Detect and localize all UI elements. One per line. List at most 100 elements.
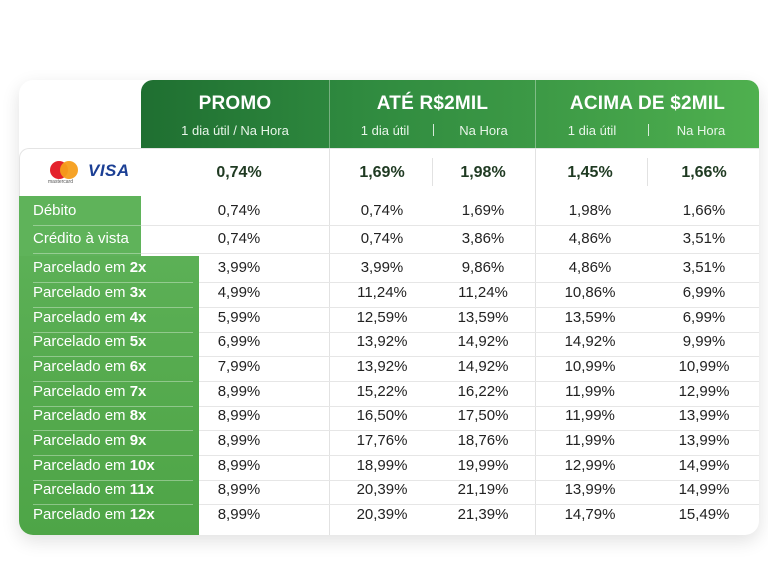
rate-cell: 8,99% xyxy=(217,383,261,400)
rate-cell: 11,99% xyxy=(565,407,615,424)
table-row: Parcelado em 7x 8,99% 15,22% 16,22% 11,99% 12… xyxy=(19,380,759,407)
top-rate-acima-nahora: 1,66% xyxy=(681,164,727,181)
row-label: Parcelado em 12x xyxy=(33,506,155,523)
visa-logo-icon: VISA xyxy=(88,161,130,180)
rate-cell: 20,39% xyxy=(356,481,408,498)
rate-cell: 17,50% xyxy=(457,407,509,424)
rate-cell: 18,76% xyxy=(457,432,509,449)
row-divider xyxy=(199,406,759,407)
rate-cell: 11,24% xyxy=(357,284,407,301)
rate-cell: 6,99% xyxy=(682,284,726,301)
row-divider xyxy=(141,225,759,226)
rate-cell: 11,99% xyxy=(565,383,615,400)
label-divider xyxy=(33,480,193,481)
table-row: Parcelado em 10x 8,99% 18,99% 19,99% 12,99% 1… xyxy=(19,454,759,481)
top-rate-ate-nahora: 1,98% xyxy=(460,164,506,181)
table-row: Parcelado em 8x 8,99% 16,50% 17,50% 11,99% 13… xyxy=(19,404,759,431)
rate-cell: 13,99% xyxy=(678,407,730,424)
row-label-text: Parcelado em xyxy=(33,457,130,474)
header-subdivider xyxy=(433,124,434,136)
rate-cell: 9,86% xyxy=(461,259,505,276)
header-divider xyxy=(329,80,330,148)
row-label: Débito xyxy=(33,202,76,219)
row-label-installments: 6x xyxy=(129,358,147,375)
row-label: Parcelado em 7x xyxy=(33,383,146,400)
table-row: Parcelado em 3x 4,99% 11,24% 11,24% 10,86% 6,… xyxy=(19,281,759,308)
row-label: Parcelado em 9x xyxy=(33,432,146,449)
row-label: Parcelado em 2x xyxy=(33,259,146,276)
header-sub-promo: 1 dia útil / Na Hora xyxy=(181,123,289,138)
label-divider xyxy=(33,455,193,456)
top-rate-promo: 0,74% xyxy=(216,164,262,181)
rate-cell: 14,92% xyxy=(457,358,509,375)
rate-cell: 12,99% xyxy=(564,457,616,474)
header-subdivider xyxy=(648,124,649,136)
rate-cell: 13,59% xyxy=(564,309,616,326)
row-label-text: Parcelado em xyxy=(33,259,130,276)
rate-cell: 4,99% xyxy=(217,284,261,301)
row-label-installments: 4x xyxy=(129,309,147,326)
label-divider xyxy=(33,225,141,226)
row-label: Parcelado em 10x xyxy=(33,457,155,474)
rate-cell: 20,39% xyxy=(356,506,408,523)
rate-cell: 19,99% xyxy=(457,457,509,474)
row-label-text: Débito xyxy=(33,202,77,219)
row-divider xyxy=(199,504,759,505)
rate-cell: 4,86% xyxy=(568,230,612,247)
rate-cell: 8,99% xyxy=(217,457,261,474)
rate-cell: 8,99% xyxy=(217,506,261,523)
rate-cell: 13,92% xyxy=(356,333,408,350)
row-divider xyxy=(199,332,759,333)
rate-cell: 11,24% xyxy=(458,284,508,301)
rate-cell: 7,99% xyxy=(217,358,261,375)
label-column-top xyxy=(19,196,141,256)
card-brands: mastercard VISA xyxy=(19,148,142,197)
header-sub-acima-nahora: Na Hora xyxy=(676,123,726,138)
rate-cell: 21,39% xyxy=(457,506,509,523)
table-row: Débito 0,74% 0,74% 1,69% 1,98% 1,66% xyxy=(19,199,759,226)
header-col-acima-2mil: ACIMA DE $2MIL 1 dia útil Na Hora xyxy=(536,80,759,148)
rate-cell: 21,19% xyxy=(457,481,509,498)
rate-cell: 16,50% xyxy=(356,407,408,424)
rate-cell: 14,99% xyxy=(678,481,730,498)
table-row: Parcelado em 6x 7,99% 13,92% 14,92% 10,99% 10… xyxy=(19,355,759,382)
row-label-text: Parcelado em xyxy=(33,432,130,449)
row-label-text: Parcelado em xyxy=(33,481,130,498)
header-col-ate-2mil: ATÉ R$2MIL 1 dia útil Na Hora xyxy=(330,80,535,148)
rate-cell: 9,99% xyxy=(682,333,726,350)
label-column-notch xyxy=(141,196,199,256)
label-divider xyxy=(33,307,193,308)
label-divider xyxy=(33,406,193,407)
row-label-text: Crédito à vista xyxy=(33,230,129,247)
rate-cell: 15,22% xyxy=(356,383,408,400)
label-divider xyxy=(33,332,193,333)
rate-cell: 13,99% xyxy=(564,481,616,498)
rate-cell: 13,92% xyxy=(356,358,408,375)
label-divider xyxy=(33,504,193,505)
row-label-text: Parcelado em xyxy=(33,383,130,400)
row-label-installments: 11x xyxy=(129,481,154,498)
row-label-text: Parcelado em xyxy=(33,407,130,424)
header-sub-acima-1dia: 1 dia útil xyxy=(567,123,617,138)
row-label-text: Parcelado em xyxy=(33,284,130,301)
row-label-installments: 10x xyxy=(129,457,155,474)
label-divider xyxy=(33,356,193,357)
row-label: Parcelado em 8x xyxy=(33,407,146,424)
header-col-promo: PROMO 1 dia útil / Na Hora xyxy=(141,80,329,148)
rate-cell: 11,99% xyxy=(565,432,615,449)
rate-cell: 0,74% xyxy=(217,230,261,247)
rate-cell: 5,99% xyxy=(217,309,261,326)
table-row: Parcelado em 5x 6,99% 13,92% 14,92% 14,92% 9,… xyxy=(19,330,759,357)
table-row: Parcelado em 11x 8,99% 20,39% 21,19% 13,99% 1… xyxy=(19,478,759,505)
rate-cell: 15,49% xyxy=(678,506,730,523)
rate-cell: 0,74% xyxy=(217,202,261,219)
row-label-text: Parcelado em xyxy=(33,333,130,350)
rate-cell: 6,99% xyxy=(682,309,726,326)
mastercard-logo-icon: mastercard xyxy=(48,161,86,185)
row-label-installments: 9x xyxy=(129,432,147,449)
row-label-text: Parcelado em xyxy=(33,506,130,523)
column-divider xyxy=(329,148,330,535)
rate-cell: 6,99% xyxy=(217,333,261,350)
top-rates-row: 0,74% 1,69% 1,98% 1,45% 1,66% xyxy=(19,148,759,196)
label-divider xyxy=(33,430,193,431)
